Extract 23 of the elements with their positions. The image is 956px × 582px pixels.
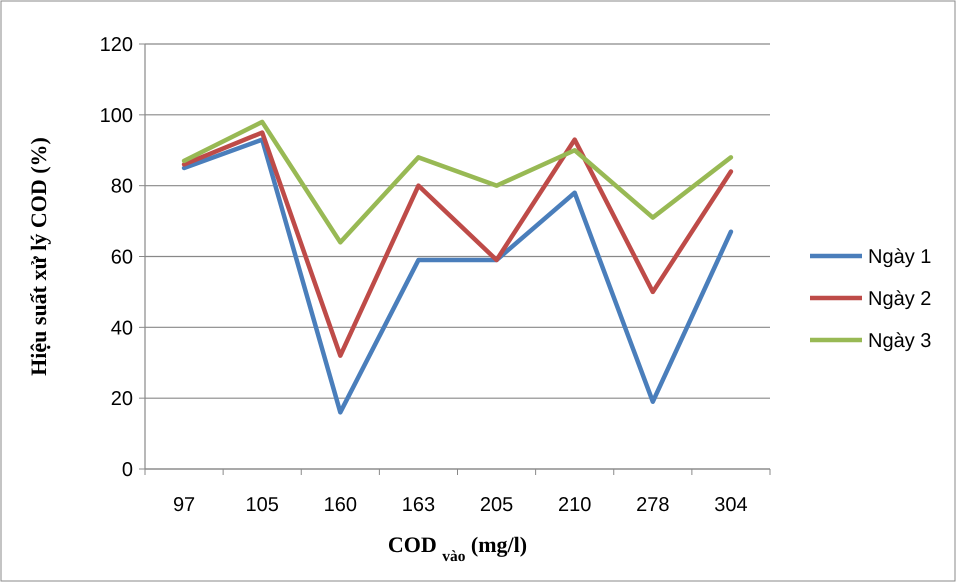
y-tick-label: 0: [122, 459, 133, 481]
legend-label: Ngày 3: [868, 330, 932, 352]
line-series: [182, 120, 734, 245]
x-tick-label: 205: [480, 494, 514, 516]
x-tick-label: 304: [714, 494, 748, 516]
x-tick-label: 278: [636, 494, 670, 516]
y-tick-label: 80: [110, 176, 133, 198]
y-tick-label: 120: [100, 34, 133, 56]
y-tick-label: 40: [110, 317, 133, 340]
y-tick-label: 20: [110, 388, 133, 410]
x-tick-label: 160: [324, 494, 357, 516]
legend-label: Ngày 1: [868, 246, 932, 268]
x-tick-label: 105: [246, 494, 279, 516]
x-axis-title: COD $_{vào}$ (mg/l): [388, 532, 528, 564]
x-tick-label: 163: [402, 494, 436, 516]
y-tick-label: 60: [110, 246, 133, 268]
line-series: [182, 137, 734, 415]
line-series: [182, 130, 734, 358]
y-tick-label: 100: [100, 104, 133, 127]
y-axis-title: Hiệu suất xử lý COD (%): [26, 137, 51, 376]
x-tick-label: 210: [558, 494, 592, 516]
legend-label: Ngày 2: [868, 288, 932, 310]
x-tick-label: 97: [172, 494, 196, 516]
